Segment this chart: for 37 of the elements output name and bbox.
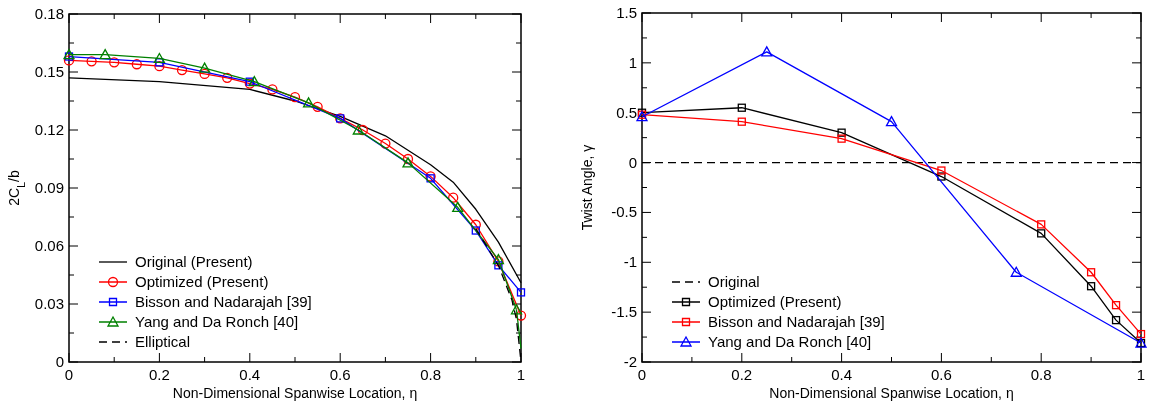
y-tick-label: 0: [55, 353, 64, 370]
x-tick-label: 0.2: [148, 366, 170, 383]
legend-label: Bisson and Nadarajah [39]: [135, 293, 312, 310]
legend-label: Yang and Da Ronch [40]: [708, 333, 872, 350]
x-tick-label: 0.8: [1030, 366, 1052, 383]
y-tick-label: 1.5: [616, 4, 637, 21]
y-tick-label: -1: [623, 253, 637, 271]
y-tick-label: 0.18: [34, 5, 64, 22]
y-tick-label: 1: [628, 53, 637, 71]
y-tick-label: 0.03: [34, 295, 64, 312]
legend-label: Bisson and Nadarajah [39]: [708, 313, 885, 330]
legend-label: Original (Present): [135, 253, 253, 270]
y-tick-label: 0.12: [34, 121, 64, 138]
x-tick-label: 0.6: [329, 366, 351, 383]
x-tick-label: 0.6: [930, 366, 952, 383]
x-tick-label: 0.4: [239, 366, 261, 383]
y-tick-label: 0.15: [34, 63, 64, 80]
y-tick-label: 0.06: [34, 237, 64, 254]
legend-label: Original: [708, 273, 760, 290]
x-tick-label: 1: [516, 366, 526, 383]
y-tick-label: -0.5: [611, 203, 637, 221]
legend-label: Optimized (Present): [135, 273, 269, 290]
x-tick-label: 0.8: [420, 366, 442, 383]
x-axis-title: Non-Dimensional Spanwise Location, η: [769, 385, 1014, 401]
legend-label: Yang and Da Ronch [40]: [135, 313, 299, 330]
y-axis-title: Twist Angle, γ: [579, 144, 595, 231]
x-tick-label: 0.4: [831, 366, 853, 383]
x-tick-label: 0.2: [731, 366, 753, 383]
y-tick-label: -1.5: [611, 303, 637, 321]
x-tick-label: 1: [1136, 366, 1146, 383]
y-tick-label: -2: [623, 353, 637, 370]
legend-label: Elliptical: [135, 333, 191, 350]
y-tick-label: 0.5: [616, 103, 637, 121]
y-tick-label: 0.09: [34, 179, 64, 196]
legend-label: Optimized (Present): [708, 293, 842, 310]
x-axis-title: Non-Dimensional Spanwise Location, η: [172, 385, 418, 401]
y-tick-label: 0: [628, 153, 637, 171]
